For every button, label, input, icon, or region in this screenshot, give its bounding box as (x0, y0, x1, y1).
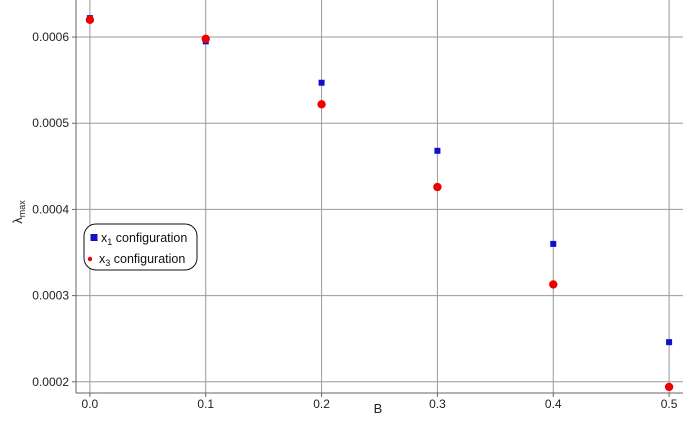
series-1-point-4 (550, 240, 557, 247)
legend-label-x3-main: x (99, 252, 106, 266)
x-tick-label-0: 0.0 (82, 397, 99, 411)
series-1-point-5 (666, 339, 673, 346)
legend-label-x3: x3 configuration (99, 252, 185, 268)
legend-marker-x1 (90, 234, 98, 241)
x-tick-label-1: 0.1 (197, 397, 214, 411)
y-tick-label-3: 0.0005 (32, 116, 69, 130)
axis-ticks: 0.0 0.1 0.2 0.3 0.4 0.5 0.0002 0.0003 0.0004 0.00… (32, 30, 677, 411)
x-axis-label: B (374, 401, 383, 416)
plot-frame (75, 0, 683, 394)
x-tick-label-2: 0.2 (313, 397, 330, 411)
grid-lines (76, 0, 683, 393)
y-axis-label: λmax (10, 200, 27, 224)
y-tick-label-0: 0.0002 (32, 375, 69, 389)
series-2-point-2 (317, 100, 326, 109)
series-1-point-2 (318, 79, 325, 86)
legend-label-x1: x1 configuration (101, 231, 187, 247)
series-2-point-4 (549, 280, 558, 289)
data-points (85, 15, 674, 392)
legend-label-x3-sub: 3 (105, 258, 110, 268)
legend-label-x1-rest: configuration (112, 231, 187, 245)
y-axis-label-subscript: max (17, 200, 27, 218)
legend-label-x1-main: x (101, 231, 108, 245)
legend-label-x3-rest: configuration (110, 252, 185, 266)
series-2-point-3 (433, 182, 442, 192)
legend-marker-x3 (87, 256, 93, 262)
y-tick-label-2: 0.0004 (32, 202, 69, 216)
x-tick-label-5: 0.5 (661, 397, 678, 411)
series-1-point-3 (434, 147, 441, 154)
x-tick-label-4: 0.4 (545, 397, 562, 411)
series-2-point-5 (664, 382, 674, 392)
y-axis-label-main: λ (10, 217, 25, 224)
y-axis-label-text: λmax (10, 200, 27, 224)
legend-label-x1-sub: 1 (107, 237, 112, 247)
y-tick-label-4: 0.0006 (32, 30, 69, 44)
series-2-point-0 (85, 15, 95, 25)
x-tick-label-3: 0.3 (429, 397, 446, 411)
legend: x1 configuration x3 configuration (83, 223, 198, 271)
y-tick-label-1: 0.0003 (32, 289, 69, 303)
series-2-point-1 (201, 34, 210, 43)
legend-box (83, 223, 198, 271)
